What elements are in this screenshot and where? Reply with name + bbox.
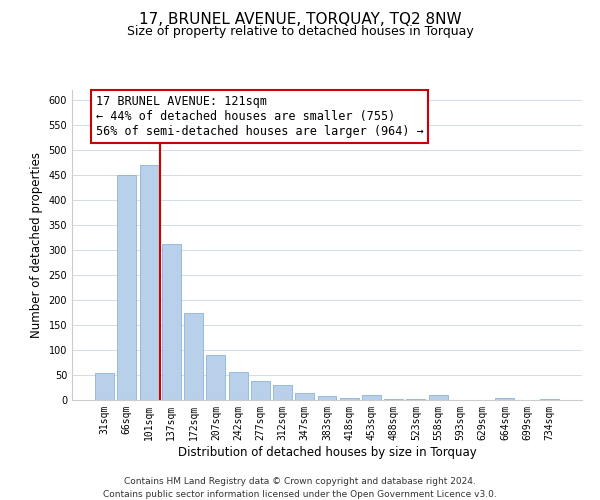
Text: Contains HM Land Registry data © Crown copyright and database right 2024.: Contains HM Land Registry data © Crown c… bbox=[124, 478, 476, 486]
Bar bbox=[317, 396, 337, 400]
Y-axis label: Number of detached properties: Number of detached properties bbox=[30, 152, 43, 338]
Bar bbox=[273, 385, 292, 400]
Bar bbox=[384, 398, 403, 400]
Bar bbox=[340, 398, 359, 400]
Bar bbox=[251, 381, 270, 400]
Bar bbox=[95, 372, 114, 400]
Bar bbox=[429, 395, 448, 400]
Text: Contains public sector information licensed under the Open Government Licence v3: Contains public sector information licen… bbox=[103, 490, 497, 499]
Bar bbox=[140, 165, 158, 400]
Bar bbox=[184, 312, 203, 400]
Bar bbox=[362, 395, 381, 400]
Bar bbox=[162, 244, 181, 400]
Bar bbox=[295, 392, 314, 400]
Bar bbox=[406, 398, 425, 400]
Text: 17, BRUNEL AVENUE, TORQUAY, TQ2 8NW: 17, BRUNEL AVENUE, TORQUAY, TQ2 8NW bbox=[139, 12, 461, 28]
Text: Size of property relative to detached houses in Torquay: Size of property relative to detached ho… bbox=[127, 25, 473, 38]
Bar bbox=[206, 355, 225, 400]
Text: 17 BRUNEL AVENUE: 121sqm
← 44% of detached houses are smaller (755)
56% of semi-: 17 BRUNEL AVENUE: 121sqm ← 44% of detach… bbox=[96, 95, 424, 138]
X-axis label: Distribution of detached houses by size in Torquay: Distribution of detached houses by size … bbox=[178, 446, 476, 458]
Bar bbox=[118, 175, 136, 400]
Bar bbox=[496, 398, 514, 400]
Bar bbox=[540, 399, 559, 400]
Bar bbox=[229, 372, 248, 400]
